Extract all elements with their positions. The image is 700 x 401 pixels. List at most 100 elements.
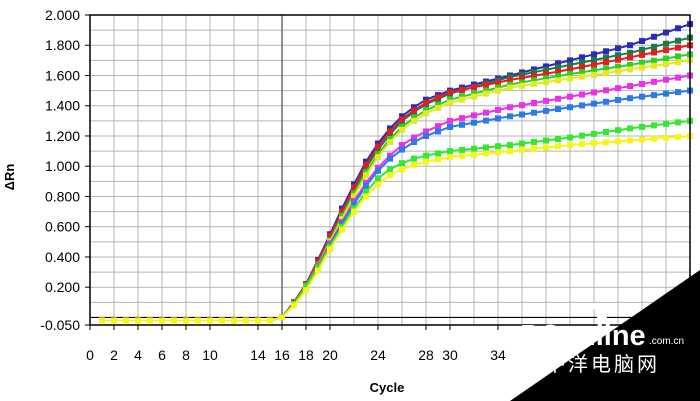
y-axis-title: ΔRn (2, 164, 17, 191)
data-point (243, 317, 249, 324)
data-point (615, 56, 621, 63)
data-point (663, 90, 669, 97)
data-point (399, 123, 405, 130)
data-point (147, 317, 153, 324)
data-point (399, 113, 405, 120)
data-point (447, 154, 453, 161)
data-point (483, 81, 489, 88)
data-point (579, 64, 585, 71)
data-point (195, 317, 201, 324)
data-point (387, 166, 393, 173)
data-point (651, 135, 657, 142)
data-point (411, 114, 417, 121)
data-point (375, 151, 381, 158)
data-point (351, 184, 357, 191)
x-tick-label: 10 (202, 347, 218, 363)
data-point (567, 66, 573, 73)
data-point (399, 142, 405, 149)
data-point (615, 127, 621, 134)
data-point (579, 141, 585, 148)
data-point (651, 78, 657, 85)
data-point (675, 74, 681, 81)
data-point (399, 146, 405, 153)
data-point (663, 47, 669, 54)
data-point (555, 136, 561, 142)
data-point (375, 140, 381, 147)
data-point (483, 117, 489, 124)
data-point (495, 149, 501, 156)
data-point (351, 201, 357, 208)
data-point (387, 172, 393, 179)
data-point (603, 65, 609, 72)
data-point (483, 144, 489, 151)
data-point (627, 137, 633, 144)
data-point (639, 80, 645, 87)
data-point (615, 85, 621, 92)
data-point (339, 226, 345, 233)
data-point (615, 45, 621, 52)
data-point (579, 54, 585, 61)
x-axis-ticks: 0 2 4 6 8 10 14 16 18 20 24 28 30 34 (86, 325, 506, 363)
data-point (615, 68, 621, 75)
data-point (591, 130, 597, 137)
data-point (567, 134, 573, 141)
data-point (507, 142, 513, 149)
data-point (447, 117, 453, 124)
data-point (351, 190, 357, 197)
data-point (675, 133, 681, 140)
data-point (627, 42, 633, 49)
data-point (387, 152, 393, 159)
data-point (675, 119, 681, 126)
data-point (579, 59, 585, 66)
y-tick-label: 1.400 (45, 98, 80, 114)
x-tick-label: 6 (158, 347, 166, 363)
data-point (267, 317, 273, 324)
data-point (339, 220, 345, 227)
data-point (639, 93, 645, 100)
data-point (651, 92, 657, 99)
data-point (423, 152, 429, 159)
data-point (663, 55, 669, 62)
data-point (435, 128, 441, 135)
data-point (351, 198, 357, 204)
data-point (399, 116, 405, 123)
y-tick-label: 0.200 (45, 279, 80, 295)
data-point (351, 205, 357, 212)
data-point (531, 100, 537, 107)
data-point (375, 181, 381, 188)
data-point (651, 62, 657, 69)
data-point (339, 208, 345, 215)
data-point (615, 96, 621, 103)
data-point (663, 134, 669, 141)
data-point (363, 169, 369, 176)
data-point (327, 232, 333, 239)
data-point (255, 317, 261, 324)
data-point (459, 96, 465, 103)
data-point (627, 83, 633, 90)
y-tick-label: 0.800 (45, 188, 80, 204)
data-point (435, 156, 441, 163)
data-point (399, 160, 405, 167)
data-point (603, 54, 609, 61)
data-point (471, 112, 477, 119)
data-point (483, 90, 489, 97)
data-point (639, 51, 645, 58)
data-point (651, 49, 657, 56)
data-point (411, 134, 417, 141)
data-point (603, 48, 609, 55)
data-point (591, 51, 597, 58)
data-point (531, 80, 537, 87)
data-point (231, 317, 237, 324)
data-point (327, 246, 333, 253)
data-point (471, 84, 477, 91)
data-point (675, 44, 681, 51)
data-point (435, 94, 441, 101)
y-tick-label: 0.600 (45, 219, 80, 235)
data-point (531, 77, 537, 84)
data-point (663, 76, 669, 83)
data-point (639, 59, 645, 66)
data-point (399, 166, 405, 173)
data-point (543, 144, 549, 151)
data-point (495, 115, 501, 122)
data-point (507, 113, 513, 120)
